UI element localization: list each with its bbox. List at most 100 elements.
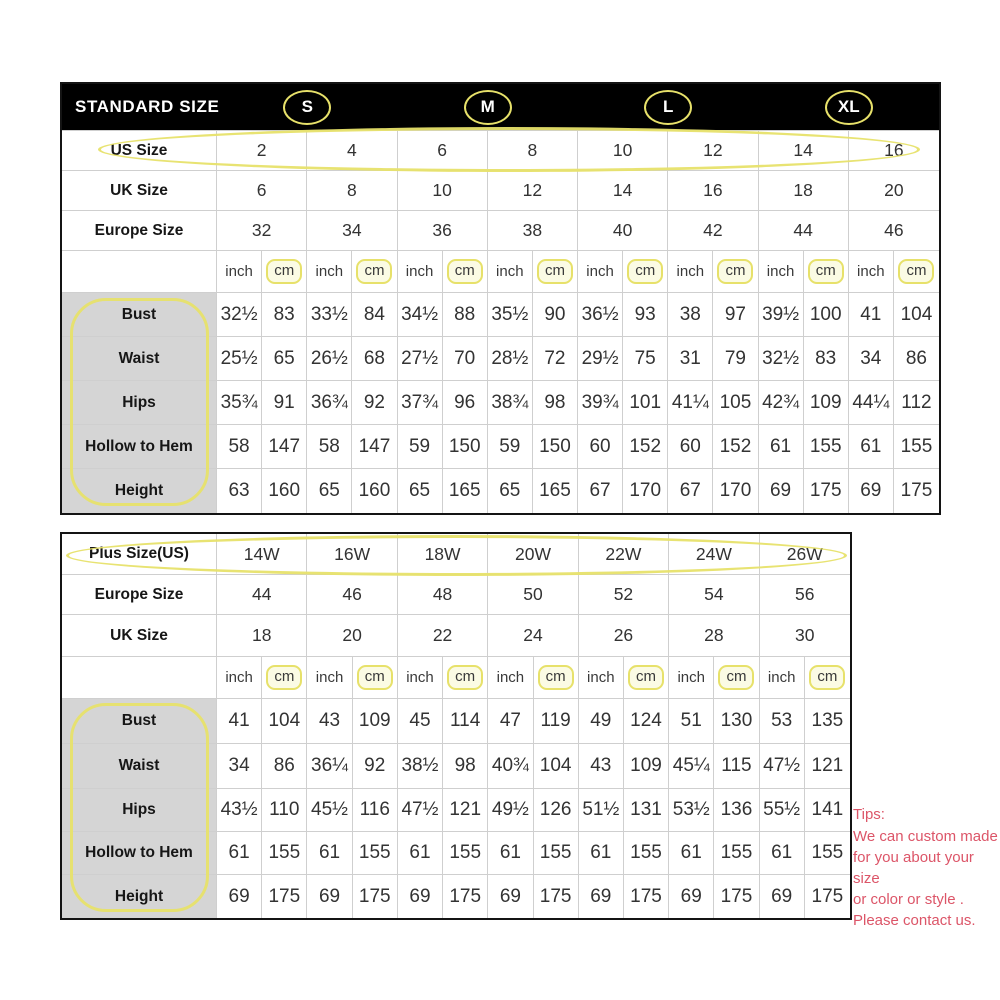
- size-value: 4: [307, 131, 398, 171]
- measure-value: 72: [532, 337, 578, 381]
- measure-value: 37¾: [397, 381, 443, 425]
- size-value: 44: [758, 211, 849, 251]
- measure-value: 60: [668, 425, 714, 469]
- measure-value: 67: [578, 469, 624, 513]
- cm-highlight: cm: [717, 259, 754, 284]
- measure-value: 112: [893, 381, 939, 425]
- measure-value: 175: [714, 875, 760, 918]
- measure-value: 34: [217, 744, 263, 789]
- size-value: 44: [217, 575, 308, 615]
- measure-value: 170: [713, 469, 759, 513]
- measure-value: 175: [352, 875, 398, 918]
- unit-inch-label: inch: [217, 657, 263, 699]
- unit-cm-cell: cm: [442, 251, 488, 293]
- measure-value: 61: [217, 832, 263, 875]
- measure-value: 45¼: [669, 744, 715, 789]
- size-value: 14W: [217, 534, 308, 575]
- measure-value: 68: [352, 337, 398, 381]
- measure-value: 34½: [397, 293, 443, 337]
- measure-value: 38: [668, 293, 714, 337]
- measure-value: 98: [443, 744, 489, 789]
- measure-value: 28½: [487, 337, 533, 381]
- measure-value: 69: [758, 469, 804, 513]
- tips-line: Please contact us.: [853, 912, 976, 929]
- measure-value: 61: [669, 832, 715, 875]
- unit-inch-label: inch: [397, 657, 444, 699]
- measure-value: 45: [397, 699, 444, 744]
- measure-value: 100: [803, 293, 849, 337]
- measure-value: 61: [758, 425, 804, 469]
- measure-value: 92: [352, 744, 398, 789]
- measure-value: 34: [848, 337, 894, 381]
- measure-value: 61: [397, 832, 444, 875]
- row-label: Plus Size(US): [62, 534, 217, 575]
- measure-value: 65: [262, 337, 308, 381]
- tips-line: We can custom made: [853, 828, 998, 845]
- measure-value: 83: [803, 337, 849, 381]
- size-value: 48: [397, 575, 489, 615]
- cm-highlight: cm: [628, 665, 665, 690]
- measure-value: 35¾: [217, 381, 263, 425]
- measure-value: 69: [578, 875, 624, 918]
- measure-value: 41: [848, 293, 894, 337]
- measure-value: 36¼: [307, 744, 353, 789]
- size-value: 20: [307, 615, 398, 657]
- measure-value: 109: [623, 744, 670, 789]
- measure-value: 97: [713, 293, 759, 337]
- row-label: UK Size: [62, 615, 217, 657]
- measure-value: 27½: [397, 337, 443, 381]
- measure-value: 43: [307, 699, 353, 744]
- size-value: 24: [488, 615, 579, 657]
- measure-value: 130: [714, 699, 760, 744]
- measure-value: 121: [804, 744, 850, 789]
- cm-highlight: cm: [447, 665, 484, 690]
- unit-cm-cell: cm: [533, 657, 579, 699]
- unit-inch-label: inch: [669, 657, 715, 699]
- measure-value: 43½: [217, 789, 263, 832]
- size-value: 56: [759, 575, 850, 615]
- size-value: 54: [669, 575, 760, 615]
- measure-value: 135: [804, 699, 850, 744]
- unit-inch-label: inch: [668, 251, 714, 293]
- size-value: 14: [578, 171, 669, 211]
- cm-highlight: cm: [356, 259, 393, 284]
- size-bubble-slot: XL: [759, 84, 940, 130]
- cm-highlight: cm: [718, 665, 755, 690]
- size-bubble-group: S M L XL: [217, 84, 939, 130]
- measure-row-label: Hips: [62, 789, 217, 832]
- measure-row-label: Bust: [62, 699, 217, 744]
- measure-value: 58: [217, 425, 263, 469]
- measure-value: 47½: [397, 789, 444, 832]
- size-value: 50: [488, 575, 579, 615]
- measure-value: 104: [533, 744, 579, 789]
- measure-value: 69: [397, 875, 444, 918]
- size-value: 20W: [488, 534, 579, 575]
- unit-inch-label: inch: [759, 657, 805, 699]
- measure-value: 121: [443, 789, 489, 832]
- size-value: 30: [759, 615, 850, 657]
- measure-value: 90: [532, 293, 578, 337]
- cm-highlight: cm: [536, 259, 573, 284]
- measure-row-label: Hollow to Hem: [62, 425, 217, 469]
- measure-value: 114: [443, 699, 489, 744]
- size-value: 6: [217, 171, 308, 211]
- measure-value: 36¾: [307, 381, 353, 425]
- tips-note: Tips: We can custom made for you about yo…: [853, 804, 1000, 931]
- unit-cm-cell: cm: [714, 657, 760, 699]
- cm-highlight: cm: [356, 665, 393, 690]
- cm-highlight: cm: [266, 665, 303, 690]
- measure-value: 45½: [307, 789, 353, 832]
- measure-value: 79: [713, 337, 759, 381]
- unit-inch-label: inch: [397, 251, 443, 293]
- size-value: 8: [307, 171, 398, 211]
- measure-value: 155: [804, 832, 850, 875]
- measure-value: 59: [487, 425, 533, 469]
- measure-value: 101: [623, 381, 669, 425]
- size-value: 34: [307, 211, 398, 251]
- measure-value: 175: [533, 875, 579, 918]
- unit-cm-cell: cm: [893, 251, 939, 293]
- measure-value: 61: [759, 832, 805, 875]
- size-value: 40: [578, 211, 669, 251]
- measure-value: 105: [713, 381, 759, 425]
- measure-value: 155: [623, 832, 670, 875]
